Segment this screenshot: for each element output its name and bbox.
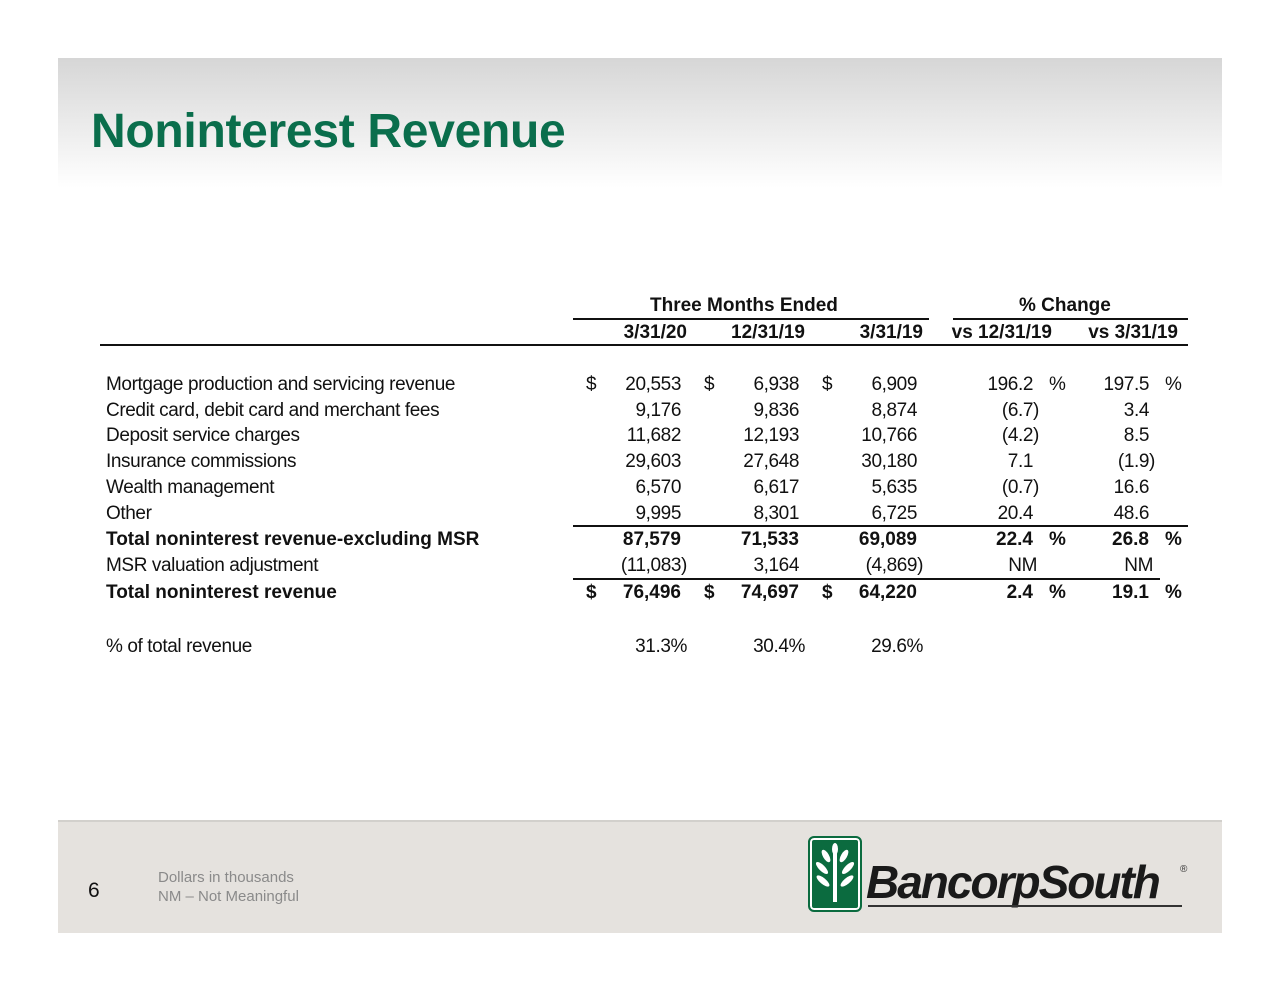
row-label: Total noninterest revenue-excluding MSR xyxy=(106,529,480,550)
cell-value: 9,995 xyxy=(635,503,681,524)
cell-value: 9,836 xyxy=(753,400,799,421)
tree-logo-icon xyxy=(808,836,862,912)
cell-value: 31.3% xyxy=(635,636,687,657)
pct-change-value: 7.1 xyxy=(1007,451,1034,472)
row-label: % of total revenue xyxy=(106,636,252,657)
cell-value: (11,083) xyxy=(620,555,688,576)
cell-value: 6,909 xyxy=(871,374,917,395)
cell-value: 30.4% xyxy=(753,636,805,657)
pct-change-value: (1.9) xyxy=(1117,451,1155,472)
dollar-sign: $ xyxy=(822,582,833,603)
cell-value: 11,682 xyxy=(626,425,682,446)
row-label: Insurance commissions xyxy=(106,451,297,472)
cell-value: 71,533 xyxy=(740,529,799,550)
pct-change-value: (0.7) xyxy=(1001,477,1039,498)
cell-value: 30,180 xyxy=(861,451,917,472)
pct-change-value: 22.4 xyxy=(996,529,1033,550)
cell-value: 3,164 xyxy=(753,555,799,576)
pct-change-value: 2.4 xyxy=(1006,582,1033,603)
cell-value: 76,496 xyxy=(622,582,681,603)
percent-sign: % xyxy=(1049,374,1066,395)
percent-sign: % xyxy=(1165,374,1182,395)
pct-change-value: 3.4 xyxy=(1123,400,1150,421)
divider xyxy=(573,525,1188,527)
dollar-sign: $ xyxy=(586,582,597,603)
percent-sign: % xyxy=(1049,529,1066,550)
row-label: Credit card, debit card and merchant fee… xyxy=(106,400,440,421)
percent-sign: % xyxy=(1165,582,1182,603)
divider xyxy=(573,578,1160,580)
pct-change-value: 48.6 xyxy=(1113,503,1150,524)
cell-value: 12,193 xyxy=(743,425,799,446)
footnote: NM – Not Meaningful xyxy=(158,888,299,905)
cell-value: 9,176 xyxy=(635,400,681,421)
percent-sign: % xyxy=(1165,529,1182,550)
cell-value: 64,220 xyxy=(858,582,917,603)
cell-value: 8,301 xyxy=(753,503,799,524)
dollar-sign: $ xyxy=(586,374,597,395)
pct-change-value: NM xyxy=(1124,555,1153,576)
row-label: Other xyxy=(106,503,152,524)
cell-value: 20,553 xyxy=(625,374,681,395)
pct-change-value: 8.5 xyxy=(1123,425,1150,446)
pct-change-value: (6.7) xyxy=(1001,400,1039,421)
group-header-pct-change: % Change xyxy=(1019,295,1111,316)
dollar-sign: $ xyxy=(704,582,715,603)
divider xyxy=(100,344,1188,346)
cell-value: 8,874 xyxy=(871,400,917,421)
cell-value: 6,938 xyxy=(753,374,799,395)
cell-value: 5,635 xyxy=(871,477,917,498)
percent-sign: % xyxy=(1049,582,1066,603)
cell-value: 6,570 xyxy=(635,477,681,498)
cell-value: 10,766 xyxy=(861,425,917,446)
cell-value: 6,617 xyxy=(753,477,799,498)
cell-value: 29.6% xyxy=(871,636,923,657)
pct-change-value: 20.4 xyxy=(997,503,1034,524)
pct-change-value: 196.2 xyxy=(987,374,1033,395)
pct-change-value: NM xyxy=(1008,555,1037,576)
pct-change-value: 16.6 xyxy=(1113,477,1150,498)
cell-value: 74,697 xyxy=(740,582,799,603)
registered-mark: ® xyxy=(1180,864,1188,875)
cell-value: 27,648 xyxy=(743,451,799,472)
dollar-sign: $ xyxy=(822,374,833,395)
group-header-three-months: Three Months Ended xyxy=(650,295,838,316)
divider xyxy=(573,318,929,320)
footer-band xyxy=(58,820,1222,933)
cell-value: 87,579 xyxy=(622,529,681,550)
column-header: vs 3/31/19 xyxy=(1088,322,1178,343)
divider xyxy=(953,318,1188,320)
pct-change-value: (4.2) xyxy=(1001,425,1039,446)
pct-change-value: 19.1 xyxy=(1112,582,1149,603)
footnote: Dollars in thousands xyxy=(158,869,294,886)
column-header: vs 12/31/19 xyxy=(951,322,1052,343)
bancorpsouth-logo: BancorpSouth xyxy=(866,856,1161,908)
column-header: 3/31/19 xyxy=(859,322,923,343)
page-number: 6 xyxy=(88,879,100,902)
cell-value: (4,869) xyxy=(865,555,924,576)
header-band xyxy=(58,58,1222,188)
pct-change-value: 197.5 xyxy=(1103,374,1149,395)
pct-change-value: 26.8 xyxy=(1112,529,1149,550)
cell-value: 6,725 xyxy=(871,503,917,524)
row-label: Mortgage production and servicing revenu… xyxy=(106,374,456,395)
dollar-sign: $ xyxy=(704,374,715,395)
logo-underline xyxy=(868,905,1182,907)
column-header: 3/31/20 xyxy=(623,322,687,343)
cell-value: 29,603 xyxy=(625,451,681,472)
page-title: Noninterest Revenue xyxy=(91,105,566,158)
row-label: Total noninterest revenue xyxy=(106,582,337,603)
column-header: 12/31/19 xyxy=(731,322,805,343)
cell-value: 69,089 xyxy=(858,529,917,550)
row-label: MSR valuation adjustment xyxy=(106,555,319,576)
row-label: Wealth management xyxy=(106,477,275,498)
row-label: Deposit service charges xyxy=(106,425,300,446)
